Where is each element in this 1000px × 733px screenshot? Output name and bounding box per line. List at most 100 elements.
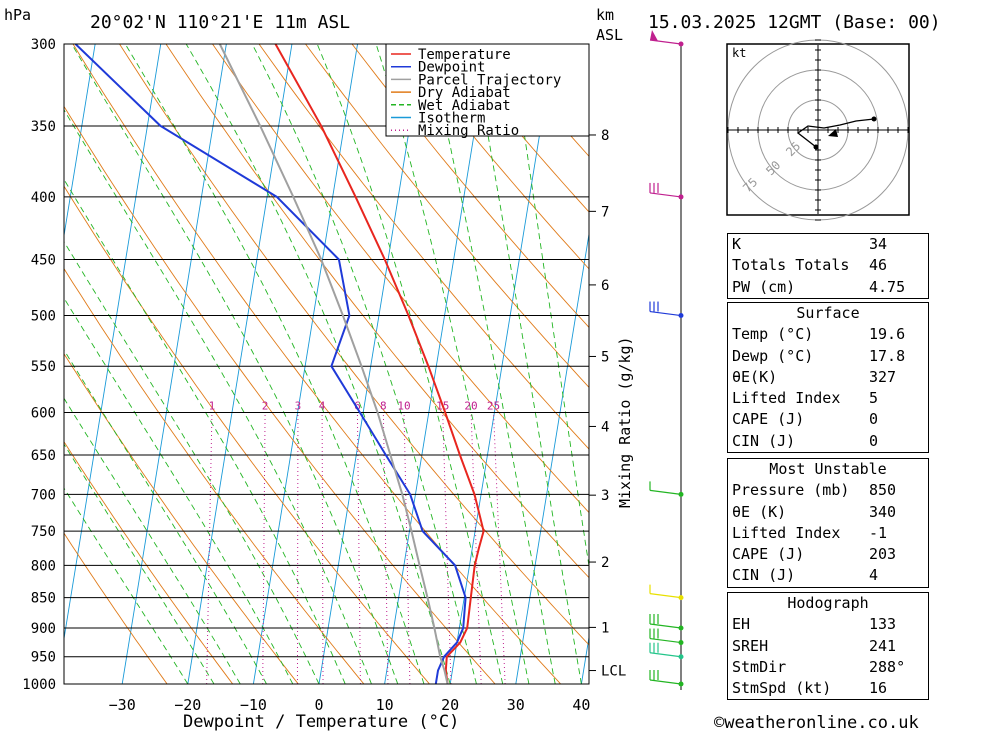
pressure-axis-labels: 300 350 400 450 500 550 600 650 700 750 800 850 900 9… — [22, 37, 56, 693]
barb-shaft — [649, 39, 682, 45]
wet-adiabat-line — [510, 44, 589, 570]
height-tick-label: 3 — [601, 488, 609, 504]
hodograph-point — [871, 116, 877, 122]
legend-label: Isotherm — [418, 111, 485, 127]
barb-shaft — [649, 593, 682, 599]
hodograph-unit: kt — [732, 46, 746, 60]
index-row-k: K 34 — [732, 235, 888, 253]
storm-motion-marker — [828, 129, 838, 137]
index-row-totals: Totals Totals 46 — [732, 256, 888, 275]
height-tick-label: 8 — [601, 128, 609, 144]
surface-box: Surface Temp (°C) 19.6 Dewp (°C) 17.8 θE(K… — [727, 302, 929, 454]
wet-adiabat-line — [64, 178, 346, 684]
mixing-ratio-label: 1 — [209, 399, 216, 412]
wet-adiabat-line — [64, 108, 372, 684]
dry-adiabat-line — [212, 44, 589, 514]
wet-adiabat-line — [124, 44, 425, 684]
isotherm-line — [449, 44, 555, 684]
temperature-tick-label: −20 — [174, 696, 201, 714]
dry-adiabat-line — [72, 44, 562, 684]
height-tick-label: 2 — [601, 555, 609, 571]
hodo-row: StmSpd (kt) 16 — [732, 679, 888, 698]
pressure-label: 700 — [31, 487, 56, 503]
dry-adiabat-line — [258, 44, 589, 450]
mixing-ratio-label: 20 — [464, 399, 477, 412]
hodo-row: EH 133 — [732, 615, 897, 634]
height-tick-label: LCL — [601, 664, 626, 680]
legend-label: Mixing Ratio — [418, 123, 519, 139]
legend-label: Temperature — [418, 47, 511, 63]
dry-adiabat-line — [305, 44, 589, 389]
barb-shaft — [649, 679, 682, 685]
wind-barb — [649, 628, 682, 644]
location-title: 20°02'N 110°21'E 11m ASL — [90, 12, 350, 33]
height-tick-label: 6 — [601, 278, 609, 294]
asl-label: ASL — [596, 26, 623, 44]
legend-label: Dewpoint — [418, 60, 485, 76]
wind-barb — [649, 481, 682, 495]
isotherm-line — [252, 44, 358, 684]
surface-row: Lifted Index 5 — [732, 389, 879, 408]
mixing-ratio-labels: 1 2 3 4 6 8 10 15 20 25 — [209, 399, 501, 412]
height-tick-label: 1 — [601, 620, 609, 636]
mixing-ratio-label: 25 — [487, 399, 500, 412]
hodograph-trace — [796, 118, 875, 148]
hodo-row: StmDir 288° — [732, 657, 906, 676]
temperature-tick-label: 20 — [441, 696, 459, 714]
hpa-label: hPa — [4, 6, 31, 24]
temperature-tick-label: 40 — [572, 696, 590, 714]
pressure-label: 850 — [31, 591, 56, 607]
pressure-label: 300 — [31, 37, 56, 53]
wind-barb — [649, 30, 682, 45]
mu-row: CIN (J) 4 — [732, 566, 879, 585]
pressure-label: 450 — [31, 253, 56, 269]
temperature-line — [274, 44, 485, 684]
surface-row: CAPE (J) 0 — [732, 410, 879, 429]
most-unstable-title: Most Unstable — [769, 460, 887, 478]
mixing-ratio-label: 10 — [397, 399, 410, 412]
most-unstable-box: Most Unstable Pressure (mb) 850 θE (K) 340… — [727, 458, 929, 588]
surface-row: Temp (°C) 19.6 — [732, 325, 906, 344]
legend-label: Parcel Trajectory — [418, 72, 561, 88]
isotherm-line — [121, 44, 227, 684]
dry-adiabat-line — [64, 532, 168, 684]
pressure-label: 500 — [31, 309, 56, 325]
dry-adiabat-line — [119, 44, 589, 646]
mixing-ratio-line — [321, 412, 324, 684]
mixing-ratio-label: 2 — [262, 399, 269, 412]
wet-adiabat-line — [316, 44, 504, 684]
temperature-tick-label: 0 — [314, 696, 323, 714]
hodograph-indices-box: Hodograph EH 133 SREH 241 StmDir 288° StmSp… — [727, 592, 929, 701]
height-tick-label: 7 — [601, 204, 609, 220]
pressure-label: 650 — [31, 448, 56, 464]
barb-shaft — [649, 192, 682, 198]
mixing-ratio-axis-title: Mixing Ratio (g/kg) — [616, 336, 634, 508]
surface-row: CIN (J) 0 — [732, 431, 879, 450]
barb-shaft — [649, 489, 682, 495]
temperature-tick-label: −30 — [109, 696, 136, 714]
mu-row: Lifted Index -1 — [732, 523, 888, 542]
wind-barb — [649, 642, 682, 658]
index-row-pw: PW (cm) 4.75 — [732, 277, 906, 296]
dry-adiabat-line — [398, 44, 589, 270]
dry-adiabat-line — [165, 44, 589, 579]
pressure-label: 600 — [31, 405, 56, 421]
mixing-ratio-label: 3 — [295, 399, 302, 412]
wind-barb — [649, 182, 682, 198]
wet-adiabat-line — [375, 44, 530, 684]
legend-label: Dry Adiabat — [418, 85, 511, 101]
temperature-tick-label: 30 — [507, 696, 525, 714]
wind-barb — [649, 301, 682, 317]
mixing-ratio-line — [262, 412, 266, 684]
pressure-label: 950 — [31, 650, 56, 666]
pressure-label: 350 — [31, 119, 56, 135]
parcel-trajectory-line — [218, 44, 449, 684]
pressure-label: 550 — [31, 359, 56, 375]
height-tick-label: 5 — [601, 349, 609, 365]
temperature-axis-labels: −30 −20 −10 0 10 20 30 40 — [109, 696, 591, 714]
wind-barb-column — [649, 30, 684, 690]
wet-adiabat-line — [185, 44, 451, 684]
copyright: ©weatheronline.co.uk — [714, 713, 919, 733]
barb-shaft — [649, 652, 682, 658]
